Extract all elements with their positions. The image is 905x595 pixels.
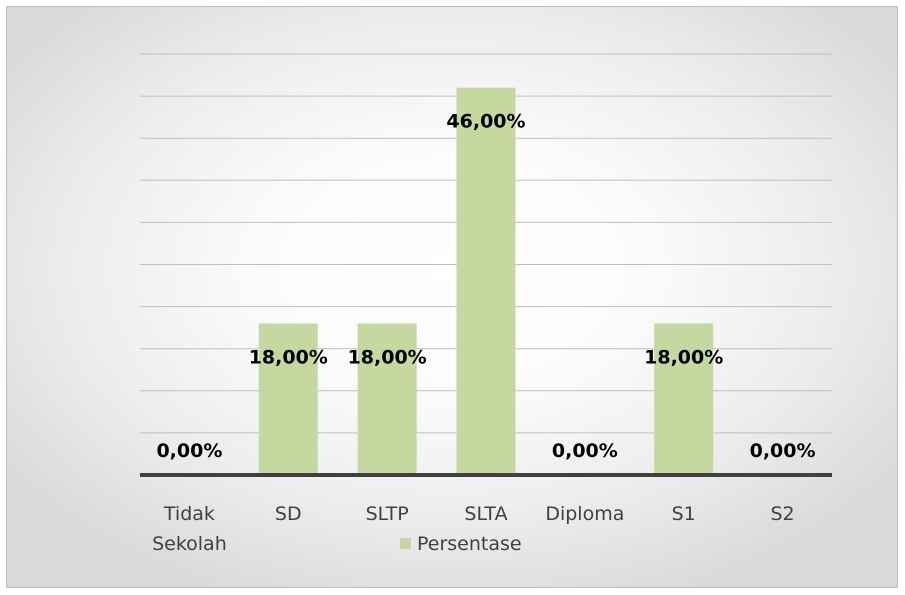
data-label: 0,00% [156,440,222,462]
bar [357,323,417,475]
data-label: 46,00% [446,111,525,133]
category-label: Tidak [163,503,215,525]
category-label: S1 [672,503,696,525]
bar [258,323,318,475]
category-label: Diploma [545,503,624,525]
chart-frame [6,6,898,588]
category-labels: Tidak Sekolah SD SLTP SLTA Diploma S1 S2 [152,503,795,555]
bar [456,87,516,476]
category-label: S2 [770,503,794,525]
bars [258,87,714,476]
data-label: 18,00% [644,346,723,368]
bar [654,323,714,475]
data-label: 18,00% [249,346,328,368]
category-label: SD [275,503,302,525]
data-labels: 0,00% 18,00% 18,00% 46,00% 0,00% 18,00% 0,00% [156,111,815,462]
legend-label: Persentase [417,533,522,555]
category-label: SLTA [464,503,507,525]
legend-swatch [400,538,411,549]
category-label: Sekolah [152,533,227,555]
data-label: 0,00% [750,440,816,462]
category-label: SLTP [366,503,409,525]
data-label: 18,00% [348,346,427,368]
legend: Persentase [400,533,522,555]
data-label: 0,00% [552,440,618,462]
